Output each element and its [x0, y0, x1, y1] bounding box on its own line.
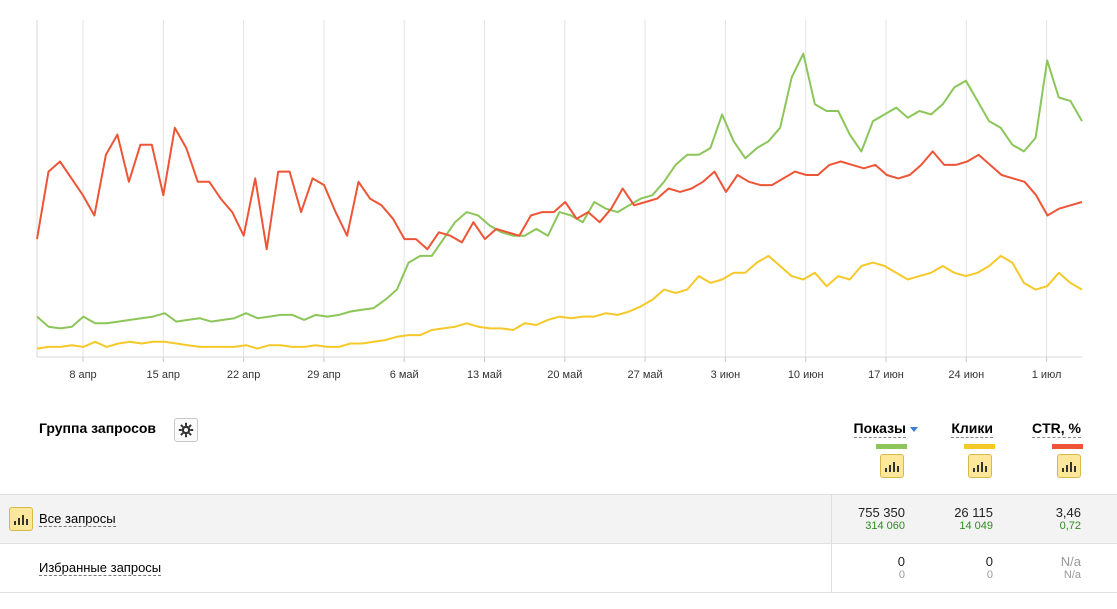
column-label-clicks: Клики	[951, 420, 993, 438]
column-label-impressions: Показы	[853, 420, 906, 438]
value-clicks: 26 115 14 049	[893, 505, 993, 533]
bar-chart-icon	[14, 515, 28, 525]
toggle-chart-impressions-button[interactable]	[880, 454, 904, 478]
series-line	[36, 254, 1083, 350]
x-tick-label: 3 июн	[711, 369, 741, 381]
bar-chart-icon	[885, 462, 899, 472]
series-line	[36, 126, 1083, 251]
value-main: 3,46	[1055, 505, 1081, 520]
value-main: 0	[985, 554, 993, 569]
series-color-clicks	[964, 444, 995, 449]
column-divider	[831, 544, 832, 592]
x-tick-label: 13 май	[467, 369, 502, 381]
settings-button[interactable]	[174, 418, 198, 442]
series-line	[36, 52, 1083, 330]
toggle-row-chart-button[interactable]	[9, 507, 33, 531]
value-sub: N/a	[1063, 569, 1081, 581]
x-tick-label: 6 май	[390, 369, 419, 381]
value-main: 755 350	[858, 505, 905, 520]
x-tick-label: 24 июн	[948, 369, 984, 381]
value-main: 26 115	[954, 505, 993, 520]
x-tick-label: 17 июн	[868, 369, 904, 381]
value-ctr: N/a N/a	[981, 554, 1081, 582]
bar-chart-icon	[973, 462, 987, 472]
value-main: N/a	[1060, 554, 1081, 569]
gear-icon	[178, 422, 194, 438]
x-tick-label: 10 июн	[788, 369, 824, 381]
value-main: 0	[897, 554, 905, 569]
value-ctr: 3,46 0,72	[981, 505, 1081, 533]
series-color-impressions	[876, 444, 907, 449]
column-header-clicks[interactable]: Клики	[913, 420, 993, 438]
column-label-ctr: CTR, %	[1032, 420, 1081, 438]
x-tick-label: 22 апр	[227, 369, 260, 381]
row-link-favorite-queries[interactable]: Избранные запросы	[39, 560, 162, 576]
value-clicks: 0 0	[893, 554, 993, 582]
line-chart: 8 апр 15 апр 22 апр 29 апр 6 май 13 май 20 май…	[36, 20, 1083, 381]
table-row: Избранные запросы 0 0 0 0 N/a N/a	[0, 544, 1117, 593]
x-tick-label: 20 май	[547, 369, 582, 381]
series-color-ctr	[1052, 444, 1083, 449]
column-divider	[831, 495, 832, 543]
bar-chart-icon	[1062, 462, 1076, 472]
row-link-all-queries[interactable]: Все запросы	[39, 511, 116, 527]
column-header-impressions[interactable]: Показы	[838, 420, 918, 438]
value-sub: 314 060	[865, 520, 905, 532]
value-sub: 0	[986, 569, 993, 581]
chart-area: 8 апр 15 апр 22 апр 29 апр 6 май 13 май 20 май…	[36, 20, 1083, 381]
sort-desc-icon	[910, 426, 918, 432]
table-row: Все запросы 755 350 314 060 26 115 14 04…	[0, 494, 1117, 544]
group-header: Группа запросов	[39, 420, 157, 436]
value-sub: 0	[898, 569, 905, 581]
column-header-ctr[interactable]: CTR, %	[1001, 420, 1081, 438]
x-tick-label: 8 апр	[69, 369, 96, 381]
value-impressions: 755 350 314 060	[805, 505, 905, 533]
x-tick-label: 29 апр	[307, 369, 340, 381]
value-impressions: 0 0	[805, 554, 905, 582]
toggle-chart-ctr-button[interactable]	[1057, 454, 1081, 478]
toggle-chart-clicks-button[interactable]	[968, 454, 992, 478]
x-tick-label: 15 апр	[147, 369, 180, 381]
value-sub: 0,72	[1059, 520, 1081, 532]
x-tick-label: 1 июл	[1032, 369, 1062, 381]
value-sub: 14 049	[959, 520, 993, 532]
x-tick-label: 27 май	[628, 369, 663, 381]
